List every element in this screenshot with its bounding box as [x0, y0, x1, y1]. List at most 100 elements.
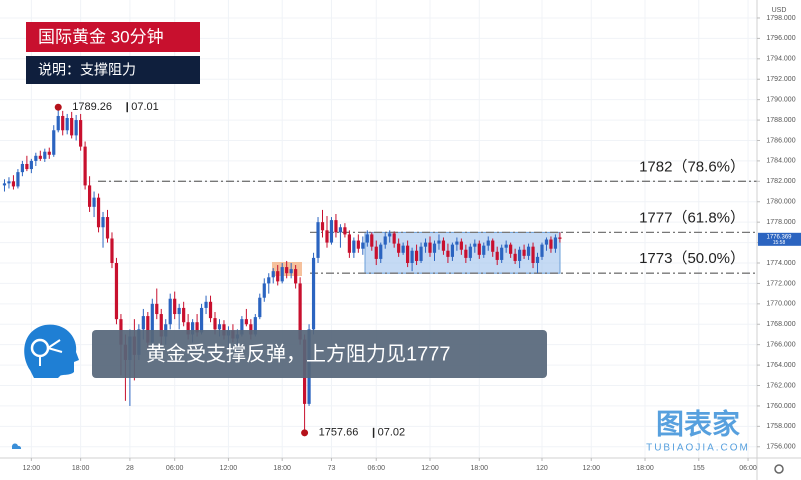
candle-body [276, 271, 280, 282]
annotation-dot [54, 103, 62, 111]
candle-body [491, 240, 495, 252]
candle-body [87, 185, 92, 207]
candle-body [159, 314, 163, 337]
y-tick-label: 1796.000 [766, 35, 795, 42]
y-tick-label: 1792.000 [766, 76, 795, 83]
candle-body [441, 240, 446, 251]
candle-body [370, 234, 374, 247]
candle-body [526, 246, 531, 256]
robot-icon [24, 324, 79, 378]
candle-body [495, 251, 499, 260]
candle-body [7, 181, 11, 184]
candle-body [222, 324, 226, 336]
candle-body [34, 155, 38, 161]
candle-body [558, 237, 562, 239]
candle-body [549, 239, 553, 249]
x-tick-label: 12:00 [220, 465, 238, 472]
watermark-name: 图表家 [656, 407, 740, 439]
candle-body [92, 197, 96, 207]
candle-body [446, 250, 450, 257]
candle-body [338, 227, 343, 233]
candle-body [208, 301, 213, 319]
candle-body [213, 318, 217, 330]
candle-body [311, 257, 316, 330]
level-label: 1782（78.6%） [639, 158, 745, 175]
last-price-label: 1776.369 [766, 234, 792, 240]
y-tick-label: 1798.000 [766, 15, 795, 22]
y-tick-label: 1784.000 [766, 158, 795, 165]
candle-body [16, 172, 20, 187]
candle-body [114, 262, 119, 320]
candle-body [155, 303, 159, 315]
y-tick-label: 1758.000 [766, 423, 795, 430]
y-tick-label: 1782.000 [766, 178, 795, 185]
y-tick-label: 1766.000 [766, 342, 795, 349]
y-tick-label: 1770.000 [766, 301, 795, 308]
candle-body [199, 307, 204, 333]
candle-body [52, 130, 56, 155]
y-tick-label: 1788.000 [766, 117, 795, 124]
candle-body [383, 236, 387, 245]
candle-body [509, 244, 513, 254]
candle-body [79, 120, 83, 147]
candle-body [186, 322, 190, 335]
candle-body [146, 316, 150, 343]
y-tick-label: 1762.000 [766, 382, 795, 389]
candle-body [105, 217, 110, 239]
candle-body [20, 163, 24, 173]
settings-icon[interactable] [774, 464, 784, 474]
candle-body [522, 249, 526, 256]
candle-body [325, 230, 329, 243]
title-box [26, 22, 200, 52]
candle-body [423, 242, 428, 247]
candle-body [352, 240, 356, 253]
caption: 黄金受支撑反弹，上方阻力见1777 [146, 342, 451, 365]
candle-body [294, 269, 298, 284]
candle-body [553, 237, 558, 249]
candle-body [379, 244, 383, 259]
candle-body [83, 146, 87, 186]
annotation-date: 07.01 [131, 101, 159, 113]
candle-body [173, 298, 177, 315]
candle-body [141, 316, 145, 330]
candle-body [289, 269, 293, 274]
candle-body [101, 217, 105, 228]
y-tick-label: 1778.000 [766, 219, 795, 226]
x-tick-label: 18:00 [636, 465, 654, 472]
candle-body [397, 243, 401, 253]
candle-body [70, 118, 74, 136]
candle-body [410, 250, 414, 263]
y-tick-label: 1772.000 [766, 280, 795, 287]
candle-body [316, 222, 320, 258]
candle-body [504, 244, 508, 248]
candle-body [61, 115, 65, 131]
annotation-value: 1757.66 [319, 427, 359, 439]
candle-body [392, 233, 396, 244]
candle-body [450, 244, 455, 257]
annotation-dot [301, 429, 309, 437]
candle-body [388, 233, 392, 237]
candle-body [2, 183, 7, 186]
x-tick-label: 18:00 [273, 465, 291, 472]
candle-body [401, 245, 405, 253]
y-tick-label: 1786.000 [766, 137, 795, 144]
candle-body [150, 303, 154, 343]
candle-body [419, 246, 423, 261]
subtitle: 说明：支撑阻力 [38, 62, 136, 78]
level-label: 1777（61.8%） [639, 209, 745, 226]
candle-body [455, 241, 459, 245]
candle-body [356, 240, 360, 249]
candle-body [482, 245, 486, 255]
x-tick-label: 18:00 [72, 465, 90, 472]
x-tick-label: 28 [126, 465, 134, 472]
x-tick-label: 12:00 [23, 465, 41, 472]
axes: 1756.000 1758.000 1760.000 1762.000 1764.000… [23, 15, 801, 472]
title: 国际黄金 30分钟 [38, 27, 164, 46]
candle-body [468, 246, 472, 258]
y-tick-label: 1774.000 [766, 260, 795, 267]
candle-body [280, 267, 284, 282]
candle-body [182, 307, 186, 323]
candle-body [110, 238, 114, 263]
candle-body [96, 197, 101, 228]
